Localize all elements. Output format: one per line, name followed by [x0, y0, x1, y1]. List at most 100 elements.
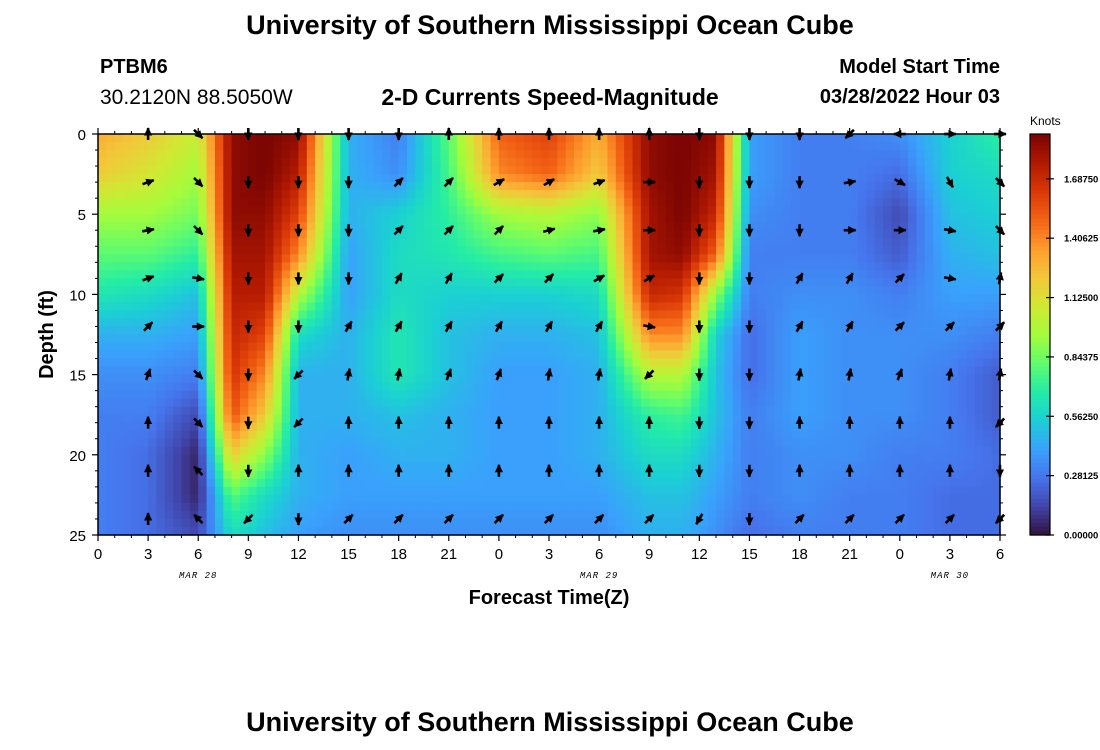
- heat-cell: [941, 398, 951, 408]
- heat-cell: [281, 246, 291, 255]
- heat-cell: [123, 158, 133, 167]
- heat-cell: [824, 430, 834, 440]
- heat-cell: [866, 190, 876, 199]
- heat-cell: [632, 206, 642, 215]
- heat-cell: [123, 142, 133, 151]
- heat-cell: [398, 198, 408, 207]
- heat-cell: [523, 334, 533, 344]
- heat-cell: [841, 358, 851, 368]
- heat-cell: [123, 182, 133, 191]
- heat-cell: [966, 174, 976, 183]
- heat-cell: [858, 446, 867, 456]
- heat-cell: [423, 478, 433, 488]
- heat-cell: [599, 454, 609, 464]
- heat-cell: [398, 454, 408, 464]
- heat-cell: [640, 254, 650, 263]
- heat-cell: [883, 198, 893, 207]
- heat-cell: [615, 134, 625, 143]
- heat-cell: [549, 454, 558, 464]
- heat-cell: [365, 318, 375, 328]
- heat-cell: [966, 238, 976, 247]
- heat-cell: [473, 182, 483, 191]
- heat-cell: [665, 350, 675, 360]
- heat-cell: [273, 222, 283, 231]
- heat-cell: [198, 310, 208, 320]
- heat-cell: [782, 182, 792, 191]
- heat-cell: [682, 134, 692, 143]
- heat-cell: [206, 438, 216, 448]
- heat-cell: [114, 150, 124, 159]
- heat-cell: [590, 150, 600, 159]
- heat-cell: [874, 294, 884, 304]
- heat-cell: [574, 494, 584, 504]
- heat-cell: [340, 294, 350, 304]
- heat-cell: [490, 262, 500, 271]
- heat-cell: [557, 334, 567, 344]
- heat-cell: [649, 390, 659, 400]
- heat-cell: [323, 350, 333, 360]
- heat-cell: [281, 462, 291, 472]
- heat-cell: [991, 246, 1001, 255]
- heat-cell: [883, 174, 893, 183]
- heat-cell: [933, 286, 943, 295]
- heat-cell: [164, 134, 174, 143]
- heat-cell: [131, 286, 141, 295]
- heat-cell: [365, 462, 375, 472]
- heat-cell: [632, 270, 642, 279]
- heat-cell: [782, 150, 792, 159]
- heat-cell: [465, 230, 475, 239]
- heat-cell: [223, 150, 233, 159]
- heat-cell: [231, 470, 241, 480]
- heat-cell: [465, 374, 475, 384]
- heat-cell: [665, 470, 675, 480]
- heat-cell: [348, 486, 358, 496]
- heat-cell: [164, 206, 174, 215]
- heat-cell: [565, 342, 575, 352]
- heat-cell: [373, 390, 383, 400]
- heat-cell: [741, 206, 751, 215]
- heat-cell: [348, 422, 358, 432]
- heat-cell: [407, 414, 416, 424]
- heat-cell: [749, 310, 759, 320]
- heat-cell: [448, 390, 458, 400]
- heat-cell: [273, 318, 283, 328]
- heat-cell: [549, 158, 558, 167]
- heat-cell: [323, 438, 333, 448]
- heat-cell: [649, 190, 659, 199]
- heat-cell: [874, 422, 884, 432]
- heat-cell: [774, 198, 784, 207]
- heat-cell: [239, 446, 249, 456]
- heat-cell: [866, 174, 876, 183]
- heat-cell: [248, 254, 258, 263]
- heat-cell: [949, 246, 959, 255]
- heat-cell: [473, 190, 483, 199]
- heat-cell: [565, 294, 575, 304]
- heat-cell: [724, 414, 734, 424]
- heat-cell: [766, 470, 776, 480]
- heat-cell: [908, 358, 918, 368]
- heat-cell: [256, 190, 266, 199]
- heat-cell: [665, 390, 675, 400]
- heat-cell: [256, 398, 266, 408]
- heat-cell: [331, 182, 341, 191]
- heat-cell: [941, 238, 951, 247]
- heat-cell: [766, 390, 776, 400]
- heat-cell: [340, 350, 350, 360]
- heat-cell: [532, 270, 542, 279]
- heat-cell: [156, 430, 166, 440]
- heat-cell: [766, 294, 776, 304]
- heat-cell: [974, 422, 984, 432]
- heat-cell: [615, 246, 625, 255]
- heat-cell: [924, 262, 934, 271]
- heat-cell: [682, 478, 692, 488]
- heat-cell: [323, 486, 333, 496]
- heat-cell: [958, 230, 968, 239]
- heat-cell: [173, 470, 183, 480]
- heat-cell: [306, 238, 316, 247]
- heat-cell: [106, 206, 116, 215]
- heat-cell: [858, 398, 867, 408]
- heat-cell: [799, 406, 809, 416]
- heat-cell: [983, 206, 993, 215]
- heat-cell: [632, 486, 642, 496]
- heat-cell: [749, 150, 759, 159]
